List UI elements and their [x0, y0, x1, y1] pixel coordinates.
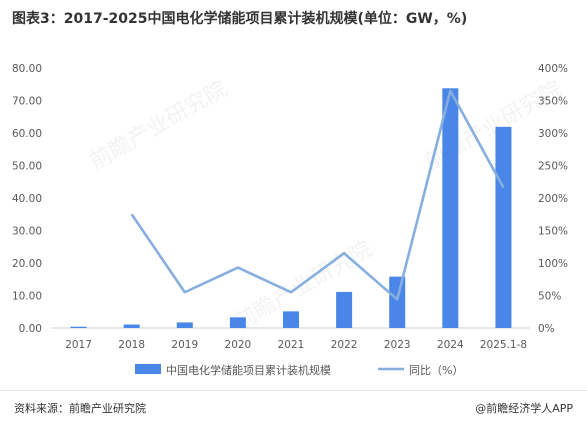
legend: 中国电化学储能项目累计装机规模 同比（%） — [135, 363, 463, 377]
bar — [229, 317, 246, 328]
y2-tick-label: 100% — [538, 258, 568, 270]
watermark-0: 前瞻产业研究院 — [86, 77, 232, 176]
y-tick-label: 0.00 — [19, 323, 42, 335]
y2-tick-label: 50% — [538, 291, 561, 303]
y-tick-label: 60.00 — [12, 128, 42, 140]
x-tick-label: 2022 — [331, 339, 358, 351]
y-tick-label: 50.00 — [12, 161, 42, 173]
x-tick-label: 2021 — [278, 339, 305, 351]
x-tick-label: 2024 — [437, 339, 464, 351]
yoy-line — [130, 89, 505, 301]
y-tick-label: 10.00 — [12, 291, 42, 303]
y2-tick-label: 350% — [538, 96, 568, 108]
bar-series — [70, 88, 512, 328]
bar — [442, 88, 459, 328]
y-tick-label: 20.00 — [12, 258, 42, 270]
y-tick-label: 70.00 — [12, 96, 42, 108]
y2-tick-label: 200% — [538, 193, 568, 205]
x-tick-label: 2017 — [65, 339, 92, 351]
bar — [283, 311, 299, 328]
bar — [389, 276, 406, 328]
footer-divider — [0, 390, 587, 391]
bar — [495, 126, 512, 328]
line-series — [130, 89, 505, 301]
bar — [70, 326, 87, 328]
y-tick-label: 30.00 — [12, 226, 42, 238]
y-tick-label: 40.00 — [12, 193, 42, 205]
y2-tick-label: 400% — [538, 63, 568, 75]
x-tick-label: 2025.1-8 — [480, 339, 527, 351]
bar — [123, 324, 140, 328]
y-tick-label: 80.00 — [12, 63, 42, 75]
x-tick-label: 2019 — [171, 339, 198, 351]
y2-tick-label: 250% — [538, 161, 568, 173]
legend-bar-swatch — [135, 364, 161, 374]
legend-bar-label: 中国电化学储能项目累计装机规模 — [166, 363, 331, 377]
publisher-credit: @前瞻经济学人APP — [475, 402, 573, 415]
y2-tick-label: 0% — [538, 323, 555, 335]
source-note: 资料来源：前瞻产业研究院 — [14, 402, 146, 415]
y2-tick-label: 150% — [538, 226, 568, 238]
bar — [336, 291, 353, 328]
chart-title: 图表3：2017-2025中国电化学储能项目累计装机规模(单位：GW，%) — [12, 11, 468, 27]
y2-tick-label: 300% — [538, 128, 568, 140]
watermark-2: 前瞻产业研究院 — [231, 237, 377, 336]
legend-line-label: 同比（%） — [409, 364, 463, 377]
x-tick-label: 2018 — [118, 339, 145, 351]
x-tick-label: 2023 — [384, 339, 411, 351]
bar — [176, 322, 193, 328]
x-tick-label: 2020 — [225, 339, 252, 351]
